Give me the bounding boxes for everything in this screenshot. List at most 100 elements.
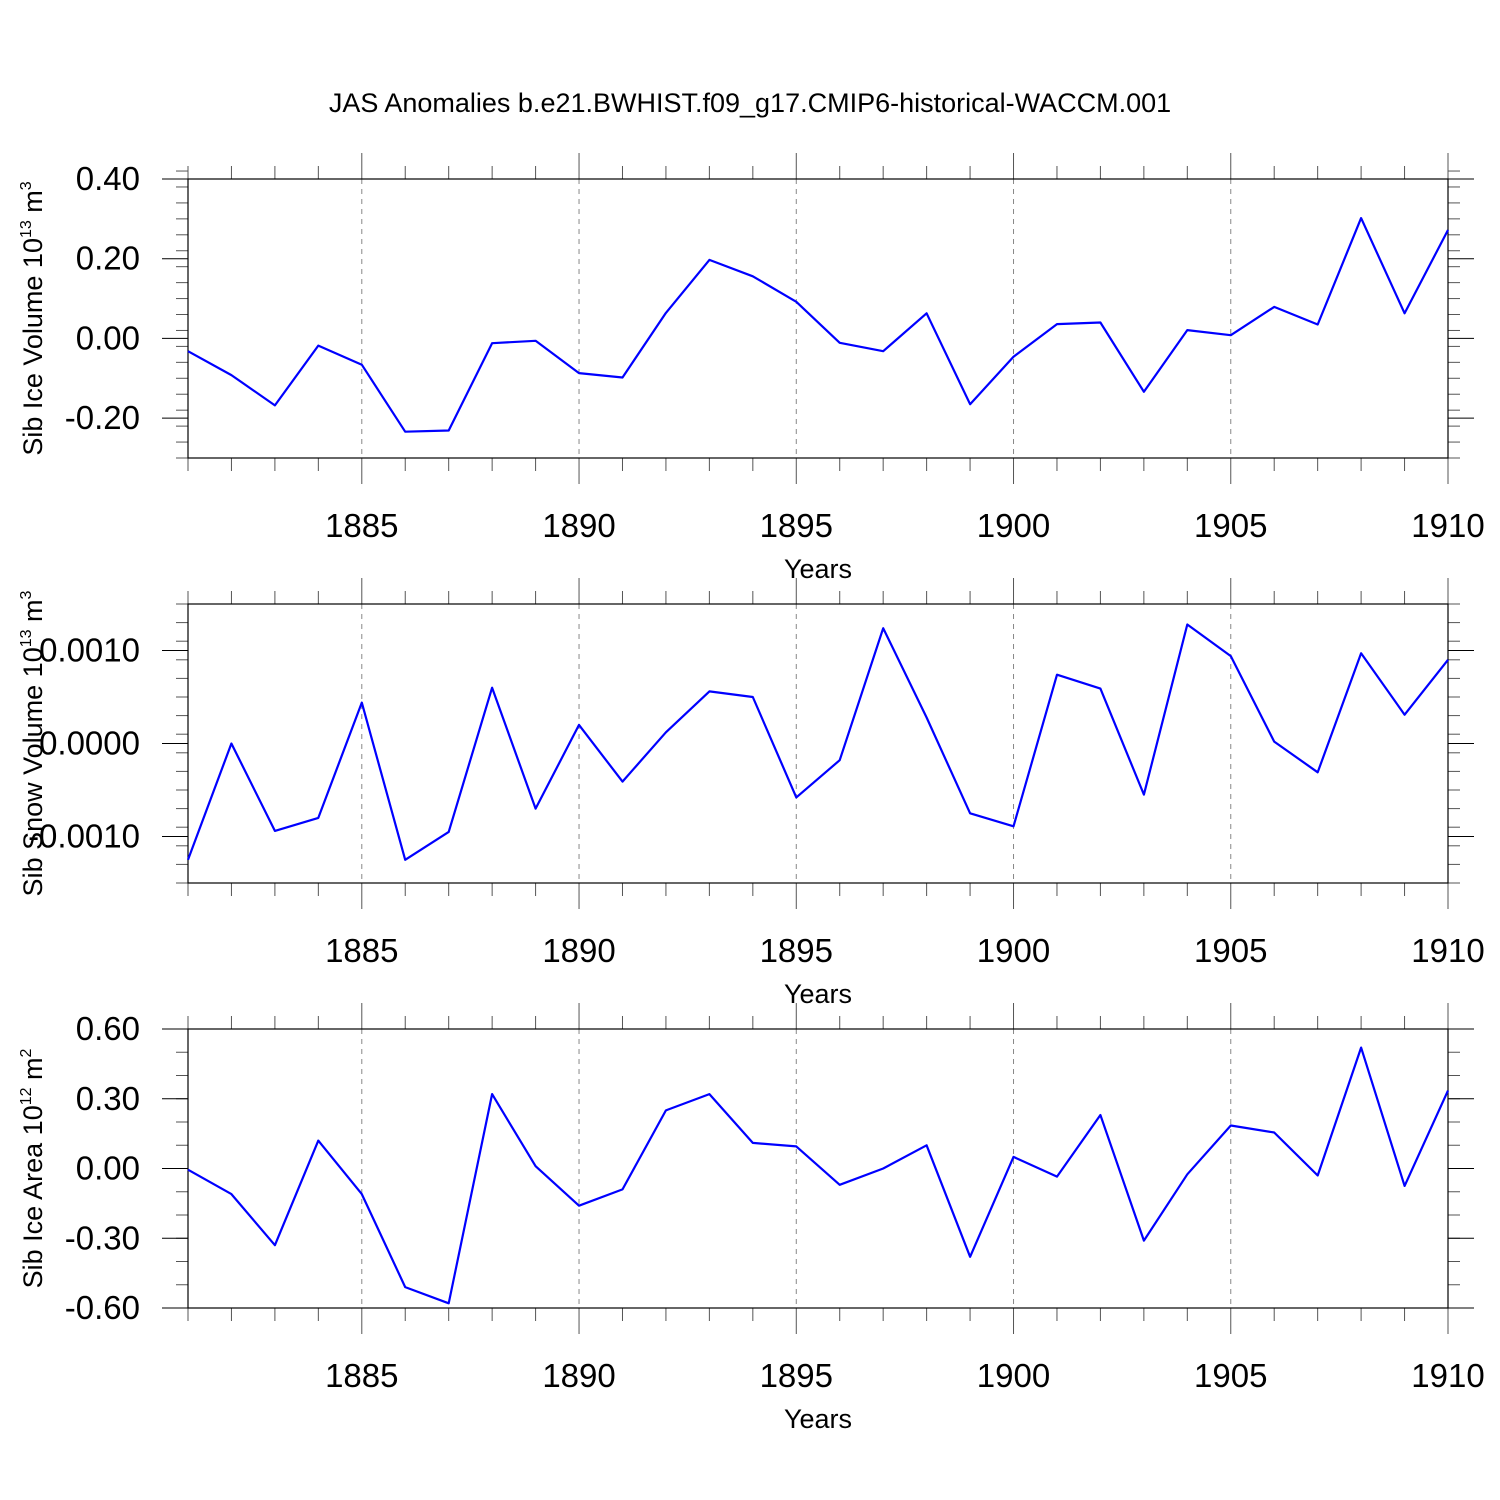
data-point [1013, 356, 1015, 358]
data-point [1143, 794, 1145, 796]
data-point [1230, 1124, 1232, 1126]
y-tick-label: -0.0010 [28, 818, 140, 855]
data-point [491, 1093, 493, 1095]
data-point [448, 831, 450, 833]
data-point [535, 1165, 537, 1167]
data-point [1317, 1174, 1319, 1176]
data-point [230, 1193, 232, 1195]
y-axis-label-superscript: 13 [18, 629, 35, 647]
data-point [404, 1286, 406, 1288]
data-point [1317, 323, 1319, 325]
y-axis-label: Sib Snow Volume 1013 m3 [18, 590, 48, 896]
x-tick-label: 1905 [1194, 932, 1267, 969]
data-point [274, 1244, 276, 1246]
data-point [1186, 623, 1188, 625]
y-tick-label: -0.30 [65, 1219, 140, 1256]
data-point [1056, 323, 1058, 325]
y-tick-label: 0.40 [76, 160, 140, 197]
y-tick-label: 0.60 [76, 1010, 140, 1047]
data-point [969, 1256, 971, 1258]
plot-frame [187, 603, 1449, 884]
y-axis-label-text: m [18, 1057, 48, 1087]
data-point [404, 431, 406, 433]
data-point [926, 1144, 928, 1146]
y-axis-label-superscript: 3 [18, 590, 35, 599]
data-point [578, 724, 580, 726]
data-point [795, 301, 797, 303]
data-point [969, 403, 971, 405]
y-axis-label-text: m [18, 599, 48, 629]
data-point [839, 759, 841, 761]
panel-sib-ice-area: -0.60 -0.30 0.00 0.30 0.60 1885 1890 1895 1900 19… [18, 1003, 1485, 1434]
data-point [708, 259, 710, 261]
x-tick-label: 1885 [325, 507, 398, 544]
data-point [317, 345, 319, 347]
data-point [187, 1169, 189, 1171]
data-point [795, 1145, 797, 1147]
data-point [578, 1205, 580, 1207]
data-point [448, 429, 450, 431]
data-point [926, 312, 928, 314]
series-line [187, 1046, 1450, 1305]
plot-frame [187, 1028, 1449, 1309]
data-point [491, 687, 493, 689]
data-point [665, 1109, 667, 1111]
data-point [1273, 1131, 1275, 1133]
y-tick-label: 0.0000 [39, 725, 140, 762]
y-axis-label-text: m [18, 190, 48, 220]
data-point [1447, 229, 1449, 231]
y-axis-label: Sib Ice Volume 1013 m3 [18, 181, 48, 455]
data-point [926, 716, 928, 718]
data-point [839, 1184, 841, 1186]
data-point [1404, 312, 1406, 314]
data-point [317, 1140, 319, 1142]
data-point [1317, 771, 1319, 773]
series-line [187, 217, 1449, 433]
x-tick-label: 1900 [977, 1357, 1050, 1394]
y-axis-label: Sib Ice Area 1012 m2 [18, 1048, 48, 1288]
data-point [1056, 1176, 1058, 1178]
x-axis-label: Years [784, 554, 852, 584]
x-tick-label: 1910 [1411, 932, 1484, 969]
y-tick-label: 0.20 [76, 240, 140, 277]
data-point [1360, 652, 1362, 654]
y-tick-label: -0.60 [65, 1289, 140, 1326]
data-point [361, 702, 363, 704]
panel-sib-snow-volume: -0.0010 0.0000 0.0010 1885 1890 1895 1900 1905 1… [18, 578, 1485, 1009]
data-point [882, 350, 884, 352]
x-tick-label: 1900 [977, 932, 1050, 969]
data-point [1273, 741, 1275, 743]
data-point [795, 796, 797, 798]
data-point [274, 404, 276, 406]
data-point [230, 374, 232, 376]
data-point [1056, 674, 1058, 676]
x-axis-label: Years [784, 979, 852, 1009]
x-tick-label: 1890 [542, 932, 615, 969]
data-point [361, 1193, 363, 1195]
data-point [1230, 334, 1232, 336]
data-point [1230, 655, 1232, 657]
data-point [535, 340, 537, 342]
data-point [491, 342, 493, 344]
data-point [1143, 1240, 1145, 1242]
data-point [361, 364, 363, 366]
data-point [404, 859, 406, 861]
data-point [1143, 391, 1145, 393]
y-tick-label: 0.0010 [39, 632, 140, 669]
data-point [1447, 1090, 1449, 1092]
x-tick-label: 1890 [542, 507, 615, 544]
data-point [1013, 825, 1015, 827]
x-tick-label: 1910 [1411, 507, 1484, 544]
page-title: JAS Anomalies b.e21.BWHIST.f09_g17.CMIP6… [328, 88, 1172, 118]
data-point [1447, 659, 1449, 661]
x-axis-label: Years [784, 1404, 852, 1434]
data-point [317, 817, 319, 819]
data-point [621, 781, 623, 783]
series-line [186, 623, 1449, 861]
data-point [1099, 1114, 1101, 1116]
data-point [621, 1188, 623, 1190]
data-point [274, 830, 276, 832]
data-point [1273, 306, 1275, 308]
y-axis-label-superscript: 3 [18, 181, 35, 190]
